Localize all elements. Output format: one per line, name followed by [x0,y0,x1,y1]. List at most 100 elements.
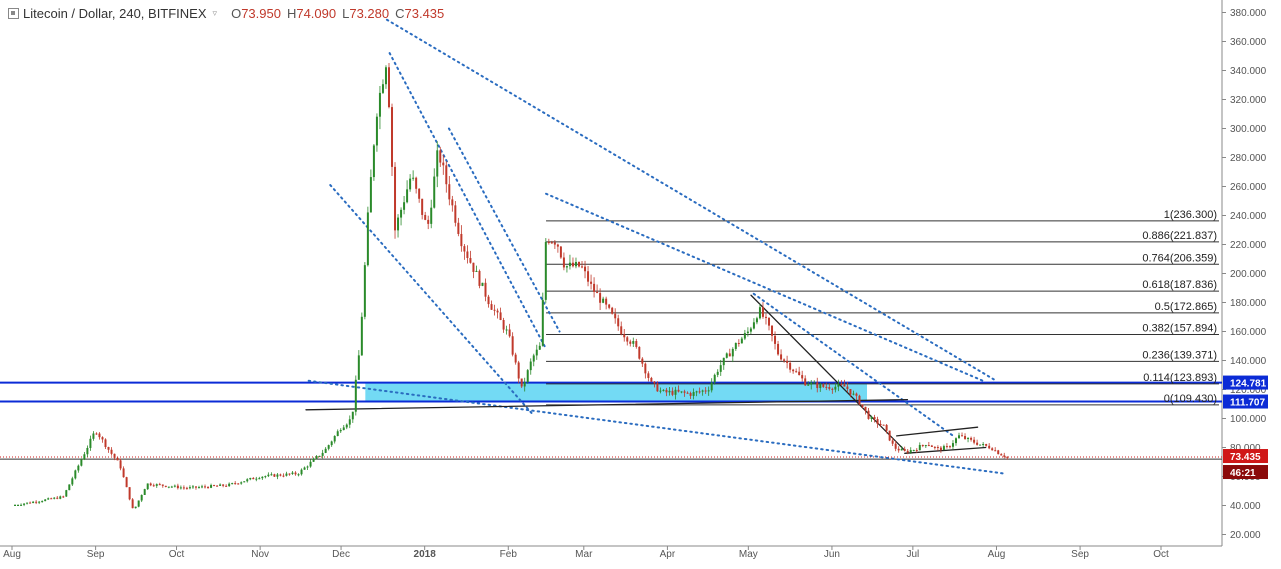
solid-trendline[interactable] [896,426,979,437]
candle-body [496,310,499,313]
candle-body [819,384,822,389]
candle-body [433,176,436,208]
x-tick-label: Aug [988,549,1006,560]
candle-body [23,503,26,505]
y-tick-label: 200.000 [1230,269,1267,280]
candle-body [903,448,906,451]
price-axis-labels: 124.781 111.707 73.435 46:21 [1223,375,1268,480]
candle-body [837,383,840,387]
candle-body [761,307,764,317]
candle-body [448,184,451,200]
candle-body [749,328,752,332]
candle-body [927,445,930,447]
candle-body [758,307,761,319]
candle-body [134,506,137,509]
candle-body [460,233,463,247]
candle-body [421,198,424,215]
x-tick-label: Aug [3,549,21,560]
candle-body [719,365,722,372]
candle-body [155,484,158,486]
candle-body [185,487,188,489]
dotted-trendline[interactable] [388,52,548,350]
candle-body [764,316,767,318]
x-tick-label: Feb [500,549,518,560]
candle-body [961,435,964,437]
candle-body [743,333,746,339]
candle-body [252,477,255,480]
candle-body [240,482,243,484]
candle-body [593,283,596,292]
candle-body [520,378,523,387]
symbol-title[interactable]: Litecoin / Dollar, 240, BITFINEX [23,5,207,21]
candle-body [276,474,279,477]
dotted-trendline[interactable] [307,379,1006,475]
dotted-trendline[interactable] [447,127,561,333]
support-zone[interactable] [0,381,1222,460]
candle-body [146,483,149,490]
candle-body [771,325,774,336]
candle-body [71,478,74,485]
candle-body [590,281,593,284]
dotted-trendline[interactable] [752,292,955,437]
close-label: C [395,5,405,21]
candle-body [641,358,644,364]
y-tick-label: 140.000 [1230,356,1267,367]
candle-body [179,487,182,489]
candle-body [602,298,605,303]
candle-body [792,369,795,372]
candle-body [994,450,997,452]
candle-body [680,391,683,393]
candle-body [798,371,801,376]
fibonacci-retracement[interactable]: 1(236.300) 0.886(221.837) 0.764(206.359) 0.… [546,209,1219,406]
candle-body [897,448,900,451]
candle-body [243,481,246,483]
x-tick-label: Apr [660,549,676,560]
candle-body [270,474,273,476]
candle-body [207,486,210,488]
candle-body [369,177,372,213]
trendlines[interactable] [305,18,1006,475]
candle-body [152,485,155,487]
candle-body [517,362,520,379]
candle-body [731,348,734,357]
x-tick-label: Jun [824,549,840,560]
chevron-down-icon[interactable]: ▿ [212,7,218,18]
x-tick-label: Sep [87,549,105,560]
dotted-trendline[interactable] [329,184,534,416]
candle-body [53,497,56,499]
candle-body [804,378,807,386]
candle-body [191,486,194,488]
dotted-trendline[interactable] [545,192,984,382]
candle-body [991,448,994,451]
fib-level-label: 0.236(139.371) [1142,349,1217,361]
x-tick-label: 2018 [414,549,437,560]
candle-body [400,209,403,218]
solid-trendline[interactable] [904,446,987,454]
candle-body [976,442,979,445]
candle-body [698,391,701,393]
y-tick-label: 340.000 [1230,66,1267,77]
candle-body [119,460,122,469]
candle-body [813,382,816,384]
fib-level-label: 0.114(123.893) [1143,372,1217,384]
candle-body [288,473,291,475]
price-badge [1223,375,1268,390]
support-zone-rect[interactable] [365,382,868,402]
candle-body [840,383,843,385]
fib-level-label: 0.764(206.359) [1142,252,1217,264]
solid-trendline[interactable] [305,398,909,411]
candle-body [942,446,945,451]
candle-body [258,478,261,480]
candle-body [95,433,98,435]
dotted-trendline[interactable] [385,18,995,381]
candle-body [273,474,276,477]
candle-body [511,336,514,355]
candle-body [188,487,191,489]
time-axis[interactable]: Aug Sep Oct Nov Dec 2018 Feb Mar Apr May Jun Jul Aug… [3,546,1169,560]
candle-body [692,392,695,396]
candle-body [918,445,921,451]
solid-trendline[interactable] [750,294,906,452]
candle-body [783,359,786,361]
x-tick-label: Oct [1153,549,1169,560]
